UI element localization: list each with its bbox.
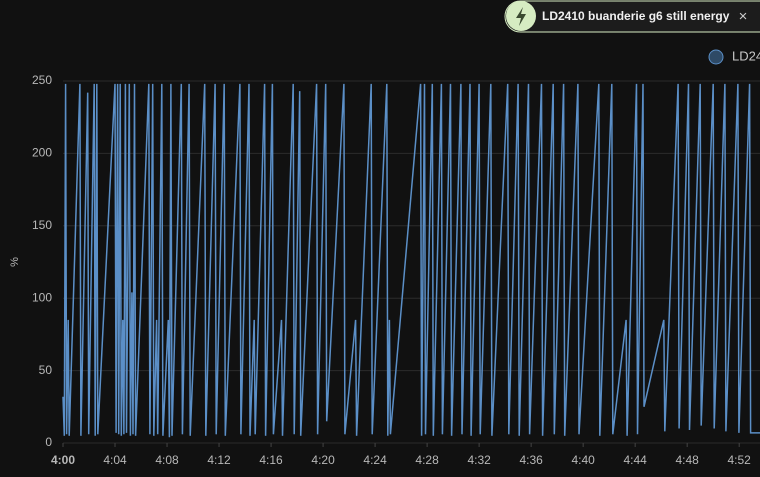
x-tick-label: 4:24: [363, 453, 387, 467]
x-tick-label: 4:36: [519, 453, 543, 467]
x-tick-label: 4:28: [415, 453, 439, 467]
series-line: [62, 83, 760, 438]
entity-chip[interactable]: LD2410 buanderie g6 still energy ×: [504, 0, 760, 33]
legend-label: LD2410 buanderie g6 still energy: [732, 48, 760, 63]
legend-item[interactable]: LD2410 buanderie g6 still energy: [708, 48, 760, 65]
y-tick-label: 100: [32, 290, 52, 304]
x-tick-label: 4:16: [259, 453, 283, 467]
x-tick-label: 4:48: [675, 453, 699, 467]
chip-label: LD2410 buanderie g6 still energy: [542, 9, 730, 23]
y-tick-label: 150: [32, 218, 52, 232]
chip-body[interactable]: [504, 0, 760, 33]
x-tick-label: 4:52: [728, 453, 752, 467]
x-tick-label: 4:44: [623, 453, 647, 467]
y-axis-label: %: [9, 257, 21, 267]
chip-icon: [516, 7, 526, 26]
x-tick-label: 4:20: [311, 453, 335, 467]
x-tick-label: 4:40: [571, 453, 595, 467]
x-tick-label: 4:04: [103, 453, 127, 467]
chip-close[interactable]: ×: [739, 8, 748, 25]
x-tick-label: 4:00: [51, 453, 75, 467]
x-tick-label: 4:32: [467, 453, 491, 467]
x-tick-label: 4:08: [155, 453, 179, 467]
y-tick-label: 200: [32, 146, 52, 160]
y-tick-label: 0: [45, 435, 52, 449]
y-tick-label: 50: [39, 363, 53, 377]
y-tick-label: 250: [32, 73, 52, 87]
x-tick-label: 4:12: [207, 453, 231, 467]
legend-swatch: [708, 49, 724, 65]
